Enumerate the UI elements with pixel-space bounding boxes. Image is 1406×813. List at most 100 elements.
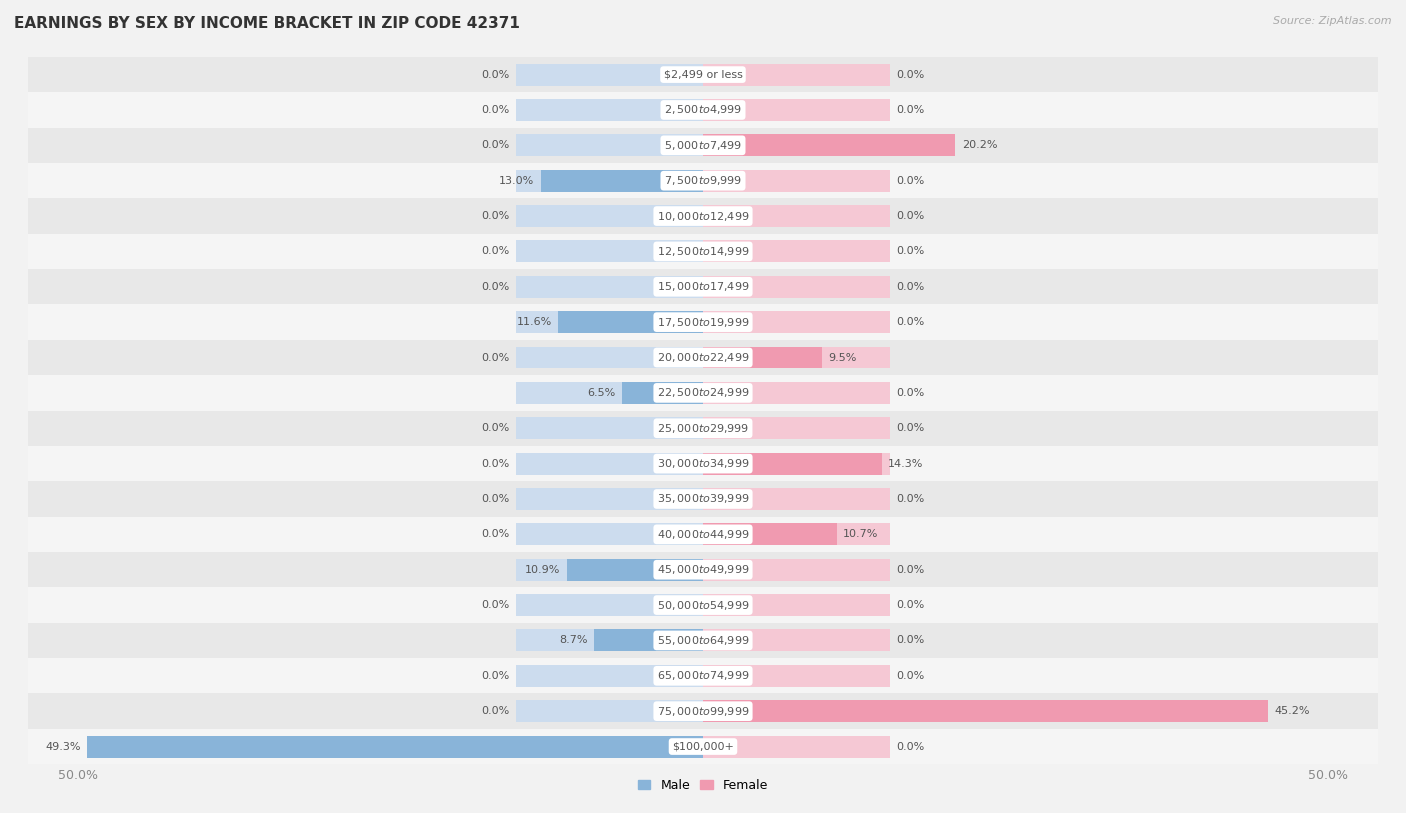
Bar (516, 99, 703, 121)
Bar (15, 376, 1391, 411)
Bar (516, 134, 703, 156)
Text: 6.5%: 6.5% (588, 388, 616, 398)
Text: 0.0%: 0.0% (481, 105, 509, 115)
Bar (516, 736, 703, 758)
Text: 0.0%: 0.0% (897, 211, 925, 221)
Text: $50,000 to $54,999: $50,000 to $54,999 (657, 598, 749, 611)
Bar (15, 693, 1391, 729)
Text: Source: ZipAtlas.com: Source: ZipAtlas.com (1274, 16, 1392, 26)
Text: 0.0%: 0.0% (481, 706, 509, 716)
Text: $100,000+: $100,000+ (672, 741, 734, 751)
Text: 0.0%: 0.0% (481, 246, 509, 256)
Text: 0.0%: 0.0% (481, 600, 509, 610)
Bar (703, 453, 890, 475)
Text: 0.0%: 0.0% (897, 70, 925, 80)
Bar (15, 411, 1391, 446)
Text: 10.7%: 10.7% (844, 529, 879, 539)
Bar (703, 736, 890, 758)
Bar (516, 346, 703, 368)
Bar (703, 205, 890, 227)
Text: $65,000 to $74,999: $65,000 to $74,999 (657, 669, 749, 682)
Bar (703, 629, 890, 651)
Bar (516, 170, 703, 192)
Bar (703, 311, 890, 333)
Bar (15, 128, 1391, 163)
Bar (540, 170, 703, 192)
Text: 0.0%: 0.0% (897, 600, 925, 610)
Bar (703, 276, 890, 298)
Bar (15, 623, 1391, 659)
Bar (87, 736, 703, 758)
Bar (703, 524, 890, 546)
Bar (15, 269, 1391, 304)
Text: $30,000 to $34,999: $30,000 to $34,999 (657, 457, 749, 470)
Bar (15, 729, 1391, 764)
Text: 9.5%: 9.5% (828, 353, 856, 363)
Bar (516, 524, 703, 546)
Bar (15, 57, 1391, 92)
Bar (15, 304, 1391, 340)
Bar (703, 170, 890, 192)
Text: 11.6%: 11.6% (516, 317, 551, 327)
Text: $40,000 to $44,999: $40,000 to $44,999 (657, 528, 749, 541)
Text: 0.0%: 0.0% (481, 211, 509, 221)
Text: $25,000 to $29,999: $25,000 to $29,999 (657, 422, 749, 435)
Text: 49.3%: 49.3% (45, 741, 80, 751)
Text: $45,000 to $49,999: $45,000 to $49,999 (657, 563, 749, 576)
Bar (15, 481, 1391, 517)
Text: 10.9%: 10.9% (526, 565, 561, 575)
Bar (516, 63, 703, 85)
Text: 0.0%: 0.0% (481, 141, 509, 150)
Text: $7,500 to $9,999: $7,500 to $9,999 (664, 174, 742, 187)
Text: 0.0%: 0.0% (481, 494, 509, 504)
Bar (15, 517, 1391, 552)
Bar (15, 92, 1391, 128)
Legend: Male, Female: Male, Female (633, 774, 773, 797)
Bar (15, 198, 1391, 234)
Text: 0.0%: 0.0% (897, 282, 925, 292)
Bar (516, 311, 703, 333)
Text: 0.0%: 0.0% (897, 246, 925, 256)
Bar (516, 665, 703, 687)
Bar (15, 163, 1391, 198)
Text: 0.0%: 0.0% (897, 671, 925, 680)
Bar (15, 233, 1391, 269)
Text: 0.0%: 0.0% (481, 459, 509, 468)
Bar (15, 552, 1391, 587)
Bar (703, 63, 890, 85)
Bar (15, 659, 1391, 693)
Bar (621, 382, 703, 404)
Text: 0.0%: 0.0% (481, 529, 509, 539)
Text: 0.0%: 0.0% (897, 105, 925, 115)
Bar (703, 241, 890, 263)
Text: $15,000 to $17,499: $15,000 to $17,499 (657, 280, 749, 293)
Text: 8.7%: 8.7% (560, 636, 588, 646)
Bar (703, 594, 890, 616)
Bar (703, 453, 882, 475)
Bar (595, 629, 703, 651)
Text: 0.0%: 0.0% (897, 741, 925, 751)
Bar (558, 311, 703, 333)
Text: $35,000 to $39,999: $35,000 to $39,999 (657, 493, 749, 506)
Bar (516, 700, 703, 722)
Bar (516, 488, 703, 510)
Text: 0.0%: 0.0% (897, 176, 925, 185)
Bar (703, 559, 890, 580)
Text: 0.0%: 0.0% (481, 353, 509, 363)
Text: 14.3%: 14.3% (889, 459, 924, 468)
Text: $22,500 to $24,999: $22,500 to $24,999 (657, 386, 749, 399)
Bar (703, 99, 890, 121)
Text: $20,000 to $22,499: $20,000 to $22,499 (657, 351, 749, 364)
Text: 0.0%: 0.0% (481, 70, 509, 80)
Bar (703, 417, 890, 439)
Text: $75,000 to $99,999: $75,000 to $99,999 (657, 705, 749, 718)
Bar (516, 559, 703, 580)
Bar (516, 205, 703, 227)
Text: 0.0%: 0.0% (897, 494, 925, 504)
Bar (703, 488, 890, 510)
Text: 0.0%: 0.0% (897, 636, 925, 646)
Text: EARNINGS BY SEX BY INCOME BRACKET IN ZIP CODE 42371: EARNINGS BY SEX BY INCOME BRACKET IN ZIP… (14, 16, 520, 31)
Bar (703, 346, 821, 368)
Bar (703, 524, 837, 546)
Text: 0.0%: 0.0% (897, 424, 925, 433)
